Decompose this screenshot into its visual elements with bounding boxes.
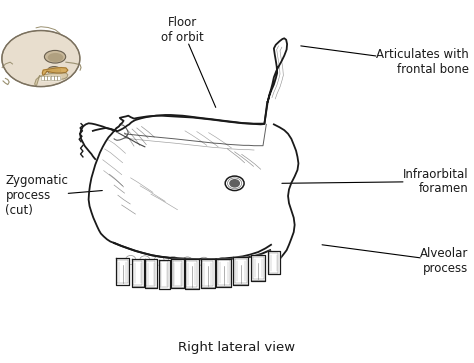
Polygon shape: [145, 259, 157, 288]
Polygon shape: [268, 38, 287, 102]
Text: Zygomatic
process
(cut): Zygomatic process (cut): [5, 175, 102, 217]
Text: Floor
of orbit: Floor of orbit: [161, 16, 216, 107]
Polygon shape: [268, 251, 280, 274]
Ellipse shape: [50, 68, 58, 73]
Polygon shape: [201, 259, 215, 288]
Polygon shape: [57, 76, 60, 80]
Polygon shape: [54, 76, 57, 80]
Polygon shape: [251, 255, 265, 281]
Polygon shape: [83, 87, 302, 259]
Polygon shape: [216, 258, 231, 287]
Polygon shape: [233, 257, 248, 285]
Polygon shape: [42, 68, 68, 76]
Ellipse shape: [47, 66, 61, 74]
Polygon shape: [51, 76, 54, 80]
Text: Infraorbital
foramen: Infraorbital foramen: [282, 167, 469, 196]
Ellipse shape: [2, 30, 80, 87]
Text: Right lateral view: Right lateral view: [178, 341, 296, 354]
Polygon shape: [132, 259, 144, 287]
Polygon shape: [35, 73, 68, 87]
Polygon shape: [41, 76, 44, 80]
Polygon shape: [80, 123, 114, 159]
Text: Articulates with
frontal bone: Articulates with frontal bone: [301, 46, 469, 76]
Text: Alveolar
process: Alveolar process: [322, 245, 469, 275]
Polygon shape: [47, 76, 50, 80]
Polygon shape: [158, 260, 170, 289]
Polygon shape: [184, 259, 199, 289]
Circle shape: [230, 180, 239, 187]
Ellipse shape: [48, 53, 64, 62]
Ellipse shape: [45, 50, 66, 63]
Polygon shape: [44, 76, 47, 80]
Polygon shape: [116, 258, 129, 285]
Polygon shape: [171, 259, 183, 288]
